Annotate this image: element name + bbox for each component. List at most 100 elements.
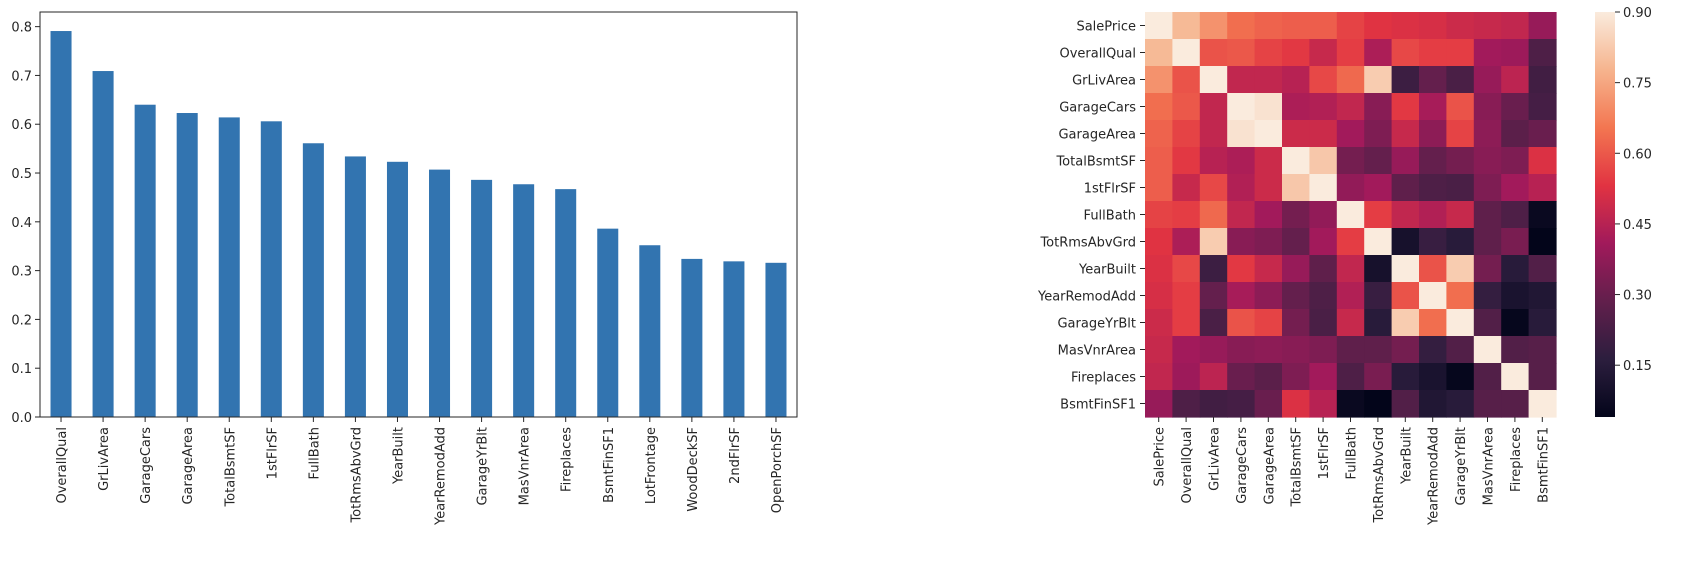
heatmap-cell: [1419, 120, 1447, 148]
heatmap-cell: [1145, 363, 1173, 391]
heatmap-cell: [1473, 147, 1502, 175]
heatmap-cell: [1446, 363, 1475, 391]
col-label: YearRemodAdd: [1427, 427, 1442, 526]
heatmap-cell: [1446, 120, 1475, 148]
heatmap-cell: [1227, 12, 1256, 40]
heatmap-cell: [1254, 228, 1283, 256]
heatmap-cell: [1199, 174, 1228, 202]
heatmap-cell: [1473, 228, 1502, 256]
heatmap-cell: [1199, 309, 1228, 337]
col-label: BsmtFinSF1: [1536, 427, 1551, 503]
heatmap-cell: [1254, 39, 1283, 67]
heatmap-cell: [1227, 336, 1256, 364]
heatmap-cell: [1419, 336, 1447, 364]
heatmap-cell: [1446, 147, 1475, 175]
heatmap-cell: [1282, 120, 1310, 148]
heatmap-cell: [1145, 120, 1173, 148]
heatmap-cell: [1282, 147, 1310, 175]
heatmap-cell: [1364, 174, 1393, 202]
heatmap-cell: [1419, 255, 1447, 283]
heatmap-cell: [1336, 255, 1365, 283]
heatmap-cell: [1227, 201, 1256, 229]
heatmap-cell: [1501, 228, 1530, 256]
heatmap-cell: [1254, 336, 1283, 364]
heatmap-cell: [1199, 336, 1228, 364]
x-tick-label: 1stFlrSF: [265, 427, 280, 479]
heatmap-cell: [1419, 39, 1447, 67]
row-label: GrLivArea: [1072, 74, 1136, 89]
bar-wooddecksf: [681, 258, 703, 417]
heatmap-cell: [1145, 147, 1173, 175]
bar-fullbath: [302, 143, 324, 417]
heatmap-cell: [1227, 147, 1256, 175]
heatmap-cell: [1473, 309, 1502, 337]
heatmap-cell: [1419, 66, 1447, 94]
heatmap-cell: [1282, 282, 1310, 310]
heatmap-cell: [1145, 201, 1173, 229]
heatmap-cell: [1227, 174, 1256, 202]
heatmap-cell: [1227, 66, 1256, 94]
col-label: FullBath: [1345, 427, 1360, 479]
heatmap-cell: [1528, 66, 1557, 94]
heatmap-cell: [1473, 282, 1502, 310]
heatmap-cell: [1528, 39, 1557, 67]
heatmap-cell: [1528, 390, 1557, 418]
heatmap-cell: [1391, 336, 1420, 364]
heatmap-cell: [1199, 39, 1228, 67]
row-label: TotalBsmtSF: [1055, 155, 1136, 170]
bar-yearbuilt: [386, 161, 408, 417]
row-label: GarageCars: [1059, 101, 1136, 116]
heatmap-cell: [1336, 147, 1365, 175]
heatmap-cell: [1227, 39, 1256, 67]
bar-grlivarea: [92, 71, 114, 417]
heatmap-cell: [1473, 39, 1502, 67]
heatmap-cell: [1446, 39, 1475, 67]
heatmap-cell: [1419, 309, 1447, 337]
heatmap-cell: [1528, 93, 1557, 121]
heatmap-cell: [1309, 282, 1338, 310]
heatmap-cell: [1172, 336, 1201, 364]
heatmap-cell: [1254, 93, 1283, 121]
heatmap-cell: [1391, 309, 1420, 337]
heatmap-cell: [1419, 93, 1447, 121]
heatmap-cell: [1227, 93, 1256, 121]
bar-garagearea: [176, 113, 198, 417]
heatmap-cell: [1145, 309, 1173, 337]
heatmap-cell: [1199, 282, 1228, 310]
y-tick-label: 0.7: [11, 69, 32, 84]
heatmap-cell: [1364, 120, 1393, 148]
heatmap-cell: [1336, 201, 1365, 229]
heatmap-cell: [1145, 39, 1173, 67]
heatmap-cell: [1364, 282, 1393, 310]
heatmap-cell: [1419, 174, 1447, 202]
bar-lotfrontage: [639, 245, 661, 417]
colorbar-tick-label: 0.60: [1623, 147, 1652, 162]
x-tick-label: GarageCars: [139, 427, 154, 504]
heatmap-cell: [1501, 12, 1530, 40]
x-tick-label: Fireplaces: [560, 427, 575, 492]
x-tick-label: OverallQual: [55, 427, 70, 504]
heatmap-cell: [1446, 66, 1475, 94]
bar-bsmtfinsf1: [597, 228, 619, 417]
row-label: MasVnrArea: [1058, 344, 1136, 359]
heatmap-cell: [1391, 390, 1420, 418]
row-label: BsmtFinSF1: [1060, 398, 1136, 413]
row-label: FullBath: [1084, 209, 1136, 224]
row-label: YearBuilt: [1078, 263, 1136, 278]
heatmap-cell: [1528, 201, 1557, 229]
heatmap-cell: [1446, 12, 1475, 40]
y-tick-label: 0.1: [11, 362, 32, 377]
heatmap-cell: [1419, 228, 1447, 256]
heatmap-cell: [1282, 363, 1310, 391]
colorbar-tick-label: 0.75: [1623, 77, 1652, 92]
heatmap-cell: [1309, 174, 1338, 202]
heatmap-cell: [1336, 228, 1365, 256]
col-label: TotalBsmtSF: [1290, 427, 1305, 508]
heatmap-cell: [1391, 147, 1420, 175]
heatmap-cell: [1145, 390, 1173, 418]
colorbar-gradient: [1595, 12, 1615, 417]
heatmap-cell: [1172, 390, 1201, 418]
heatmap-cell: [1501, 255, 1530, 283]
heatmap-cell: [1473, 93, 1502, 121]
heatmap-cell: [1254, 66, 1283, 94]
